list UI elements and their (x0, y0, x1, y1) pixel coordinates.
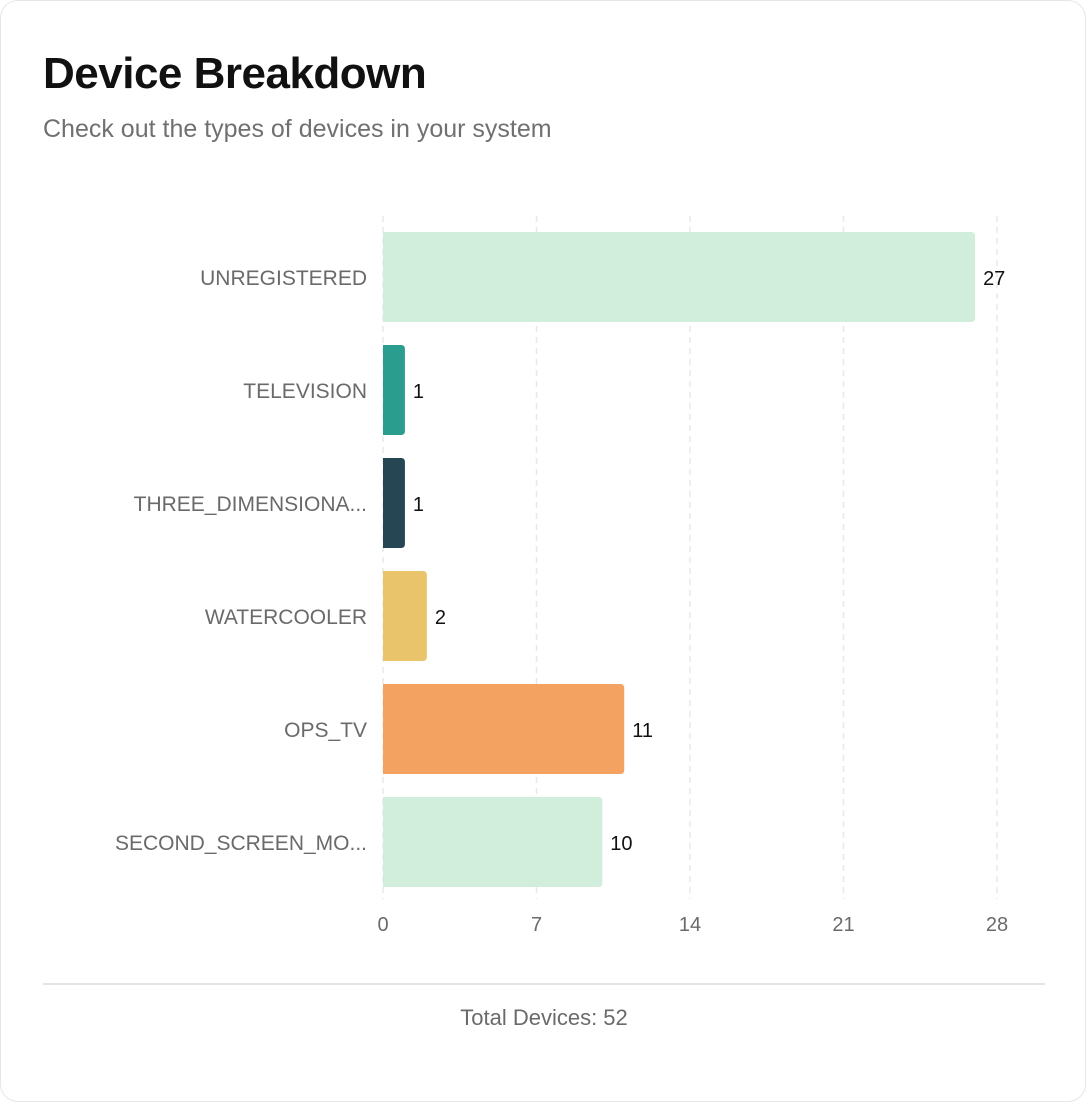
bar-watercooler (383, 571, 427, 661)
category-label: SECOND_SCREEN_MO... (115, 832, 367, 855)
bar-three-dimensiona (383, 458, 405, 548)
data-label: 1 (413, 494, 424, 516)
x-tick-label: 21 (832, 914, 854, 936)
data-label: 27 (983, 268, 1005, 290)
bar-second-screen-mo (383, 797, 603, 887)
bar-television (383, 345, 405, 435)
category-label: THREE_DIMENSIONA... (134, 493, 367, 516)
bar-unregistered (383, 232, 976, 322)
category-label: WATERCOOLER (205, 606, 367, 629)
footer-divider (43, 983, 1045, 985)
data-label: 1 (413, 381, 424, 403)
page-title: Device Breakdown (43, 49, 427, 98)
category-label: UNREGISTERED (200, 267, 367, 290)
category-label: TELEVISION (243, 380, 367, 403)
category-label: OPS_TV (284, 719, 367, 742)
data-label: 10 (610, 833, 632, 855)
x-tick-label: 14 (679, 914, 701, 936)
x-tick-label: 7 (531, 914, 542, 936)
data-label: 11 (632, 720, 653, 742)
total-devices: Total Devices: 52 (460, 1005, 628, 1030)
data-label: 2 (435, 607, 446, 629)
bar-ops-tv (383, 684, 625, 774)
x-tick-label: 0 (377, 914, 388, 936)
page-subtitle: Check out the types of devices in your s… (43, 115, 552, 143)
x-tick-label: 28 (986, 914, 1008, 936)
